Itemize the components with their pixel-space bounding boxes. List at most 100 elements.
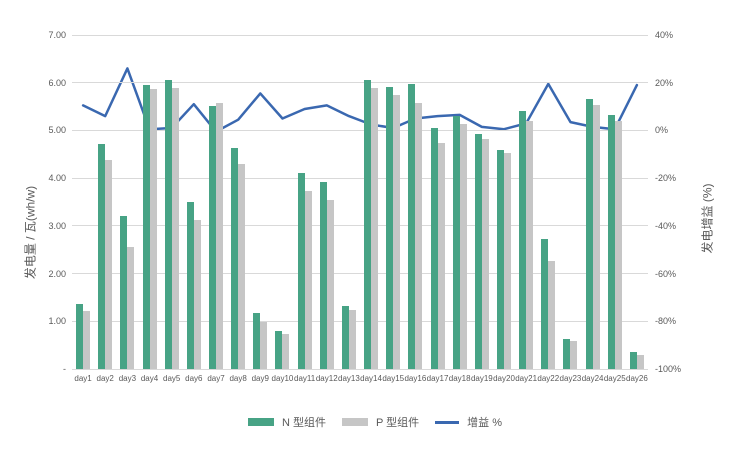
bar-n-day13 bbox=[341, 306, 349, 369]
bar-p-day26 bbox=[636, 355, 644, 369]
bar-p-day23 bbox=[570, 341, 578, 369]
x-label-day26: day26 bbox=[626, 374, 648, 383]
right-axis-tick: -60% bbox=[655, 268, 677, 279]
bar-p-day18 bbox=[459, 123, 467, 369]
legend-label-n: N 型组件 bbox=[281, 417, 326, 429]
left-axis-tick: 5.00 bbox=[48, 125, 66, 136]
bar-p-day7 bbox=[216, 102, 223, 369]
gridline bbox=[72, 368, 648, 370]
legend-item-n: N 型组件 bbox=[247, 414, 326, 430]
bar-p-day9 bbox=[260, 322, 268, 369]
bar-n-day5 bbox=[164, 80, 172, 369]
legend-label-gain: 增益 % bbox=[467, 417, 503, 429]
bar-n-day11 bbox=[297, 172, 305, 369]
right-axis-tick: 20% bbox=[655, 77, 674, 88]
bar-n-day1 bbox=[76, 303, 84, 369]
bar-n-day21 bbox=[519, 111, 527, 369]
x-label-day8: day8 bbox=[229, 374, 247, 383]
bar-n-day3 bbox=[120, 216, 128, 369]
bar-n-day2 bbox=[98, 143, 106, 369]
bar-n-day22 bbox=[541, 239, 549, 369]
bar-n-day24 bbox=[585, 99, 593, 369]
x-label-day22: day22 bbox=[537, 374, 560, 383]
x-label-day10: day10 bbox=[271, 374, 294, 383]
gain-series-swatch bbox=[435, 420, 460, 424]
bar-n-day16 bbox=[408, 84, 416, 369]
bar-n-day14 bbox=[364, 80, 372, 369]
bar-n-day10 bbox=[275, 330, 283, 369]
gridline bbox=[72, 82, 648, 84]
left-axis-tick: 3.00 bbox=[48, 220, 66, 231]
bar-n-day20 bbox=[497, 149, 504, 369]
bar-p-day20 bbox=[504, 152, 511, 369]
legend-label-p: P 型组件 bbox=[375, 417, 420, 429]
bar-p-day8 bbox=[238, 163, 246, 369]
bar-n-day15 bbox=[386, 87, 394, 369]
bar-p-day11 bbox=[304, 191, 312, 369]
x-label-day12: day12 bbox=[315, 374, 338, 383]
bar-p-day4 bbox=[149, 88, 157, 369]
left-axis-tick: 6.00 bbox=[48, 77, 66, 88]
n-series-swatch bbox=[247, 418, 274, 426]
x-label-day25: day25 bbox=[603, 374, 626, 383]
x-label-day23: day23 bbox=[559, 374, 582, 383]
bar-n-day18 bbox=[452, 116, 460, 369]
bar-n-day25 bbox=[607, 115, 615, 369]
bar-p-day2 bbox=[105, 160, 113, 369]
bar-p-day15 bbox=[393, 95, 401, 369]
x-label-day20: day20 bbox=[493, 374, 515, 383]
bar-p-day1 bbox=[83, 310, 91, 369]
x-label-day17: day17 bbox=[426, 374, 449, 383]
bar-p-day5 bbox=[171, 87, 179, 369]
gridline bbox=[72, 320, 648, 322]
bar-n-day26 bbox=[629, 351, 637, 369]
right-axis-tick: 40% bbox=[655, 30, 674, 40]
left-axis-tick: - bbox=[63, 364, 66, 374]
p-series-swatch bbox=[341, 418, 368, 426]
bar-n-day7 bbox=[209, 105, 216, 369]
x-label-day6: day6 bbox=[185, 374, 203, 383]
bar-n-day9 bbox=[253, 313, 261, 369]
right-axis-tick: -40% bbox=[655, 220, 677, 231]
gridline bbox=[72, 34, 648, 36]
bar-n-day17 bbox=[430, 127, 438, 369]
bar-p-day6 bbox=[193, 219, 201, 369]
x-label-day1: day1 bbox=[74, 374, 92, 383]
x-label-day9: day9 bbox=[251, 374, 269, 383]
bar-n-day6 bbox=[186, 202, 194, 369]
x-label-day16: day16 bbox=[404, 374, 427, 383]
left-axis-tick: 1.00 bbox=[48, 316, 66, 327]
x-label-day21: day21 bbox=[515, 374, 538, 383]
bar-n-day23 bbox=[563, 339, 571, 369]
bar-p-day24 bbox=[592, 105, 600, 369]
left-axis-tick: 7.00 bbox=[48, 30, 66, 40]
left-axis-tick: 2.00 bbox=[48, 268, 66, 279]
bar-n-day12 bbox=[319, 181, 327, 369]
bar-p-day14 bbox=[371, 88, 379, 369]
x-label-day19: day19 bbox=[470, 374, 493, 383]
gridline bbox=[72, 129, 648, 131]
x-label-day18: day18 bbox=[448, 374, 471, 383]
right-axis-tick: -100% bbox=[655, 364, 682, 374]
x-label-day13: day13 bbox=[338, 374, 360, 383]
bar-n-day4 bbox=[142, 85, 150, 369]
legend-item-gain: 增益 % bbox=[435, 414, 502, 430]
gridline bbox=[72, 225, 648, 227]
gridline bbox=[72, 273, 648, 275]
bar-n-day8 bbox=[231, 148, 239, 369]
right-axis-tick: -80% bbox=[655, 316, 677, 327]
x-label-day4: day4 bbox=[140, 374, 159, 383]
bar-p-day16 bbox=[415, 103, 423, 369]
x-label-day7: day7 bbox=[207, 374, 225, 383]
right-axis-tick: 0% bbox=[655, 125, 669, 136]
x-label-day15: day15 bbox=[382, 374, 405, 383]
bar-p-day13 bbox=[348, 310, 356, 369]
bar-p-day17 bbox=[437, 143, 445, 369]
bar-p-day25 bbox=[614, 120, 622, 369]
bar-p-day12 bbox=[326, 200, 334, 369]
x-label-day11: day11 bbox=[294, 374, 316, 383]
legend: N 型组件 P 型组件 增益 % bbox=[0, 412, 750, 432]
x-label-day24: day24 bbox=[581, 374, 604, 383]
x-label-day5: day5 bbox=[163, 374, 181, 383]
